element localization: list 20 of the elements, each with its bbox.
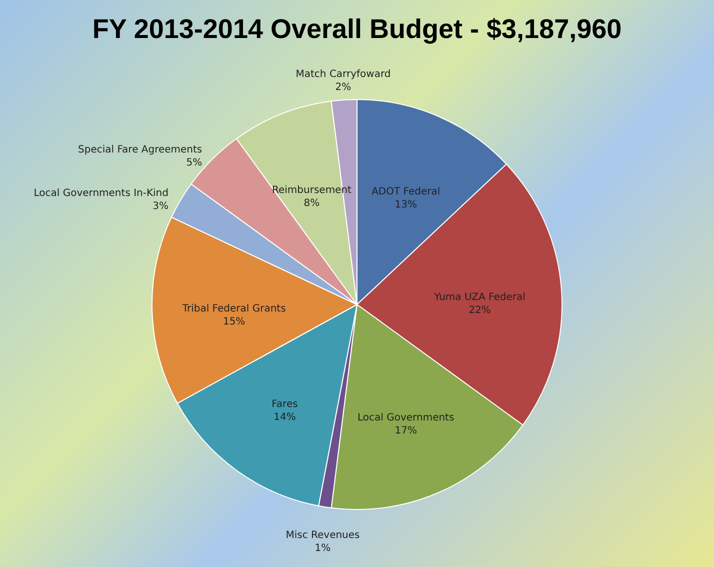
slice-label: Local Governments bbox=[358, 412, 454, 424]
data-label: 2% bbox=[335, 82, 352, 93]
data-label: 8% bbox=[304, 198, 320, 210]
slice-label: Local Governments In-Kind bbox=[34, 188, 168, 200]
slice-label: Yuma UZA Federal bbox=[433, 292, 526, 303]
data-label: 13% bbox=[394, 200, 417, 211]
slice-label: Match Carryfoward bbox=[296, 68, 391, 80]
slice-label: Special Fare Agreements bbox=[78, 144, 202, 156]
slice-label: Fares bbox=[272, 399, 298, 410]
data-label: 14% bbox=[274, 412, 296, 424]
data-label: 15% bbox=[222, 316, 246, 328]
chart-title: FY 2013-2014 Overall Budget - $3,187,960 bbox=[92, 14, 622, 44]
slice-label: ADOT Federal bbox=[372, 186, 440, 198]
data-label: 3% bbox=[152, 201, 168, 212]
slice-label: Tribal Federal Grants bbox=[181, 303, 286, 314]
data-label: 22% bbox=[468, 304, 491, 316]
data-label: 1% bbox=[314, 542, 331, 554]
data-label: 5% bbox=[186, 158, 202, 169]
data-label: 17% bbox=[394, 425, 417, 436]
slice-label: Misc Revenues bbox=[286, 530, 360, 541]
